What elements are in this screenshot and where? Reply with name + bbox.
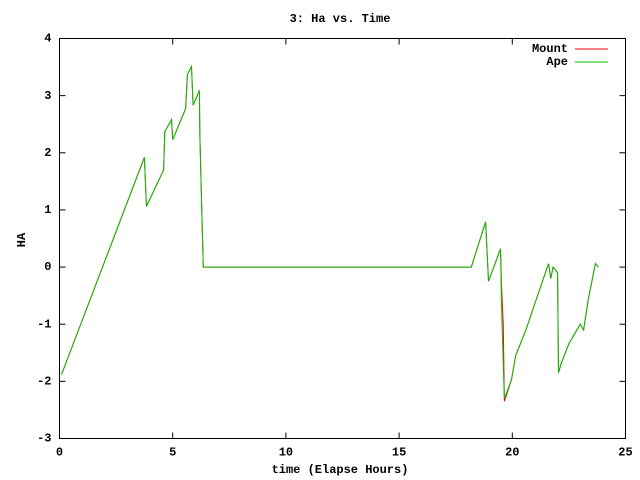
y-tick-label: 4 <box>44 32 51 46</box>
legend-label: Ape <box>546 55 568 69</box>
x-tick-label: 15 <box>392 446 406 460</box>
x-tick-label: 25 <box>618 446 632 460</box>
x-tick-label: 20 <box>505 446 519 460</box>
chart-title: 3: Ha vs. Time <box>290 12 391 26</box>
series-line <box>61 64 599 399</box>
legend-label: Mount <box>532 42 568 56</box>
x-tick-label: 10 <box>279 446 293 460</box>
y-tick-label: -3 <box>37 432 51 446</box>
y-axis-label: HA <box>15 232 29 247</box>
y-tick-label: 0 <box>44 260 51 274</box>
y-tick-label: 1 <box>44 203 51 217</box>
y-tick-label: 2 <box>44 146 51 160</box>
y-tick-label: -1 <box>37 317 51 331</box>
x-axis-label: time (Elapse Hours) <box>272 463 409 477</box>
x-tick-label: 0 <box>56 446 63 460</box>
x-tick-label: 5 <box>169 446 176 460</box>
y-tick-label: -2 <box>37 375 51 389</box>
y-tick-label: 3 <box>44 89 51 103</box>
plot-frame <box>59 38 626 439</box>
